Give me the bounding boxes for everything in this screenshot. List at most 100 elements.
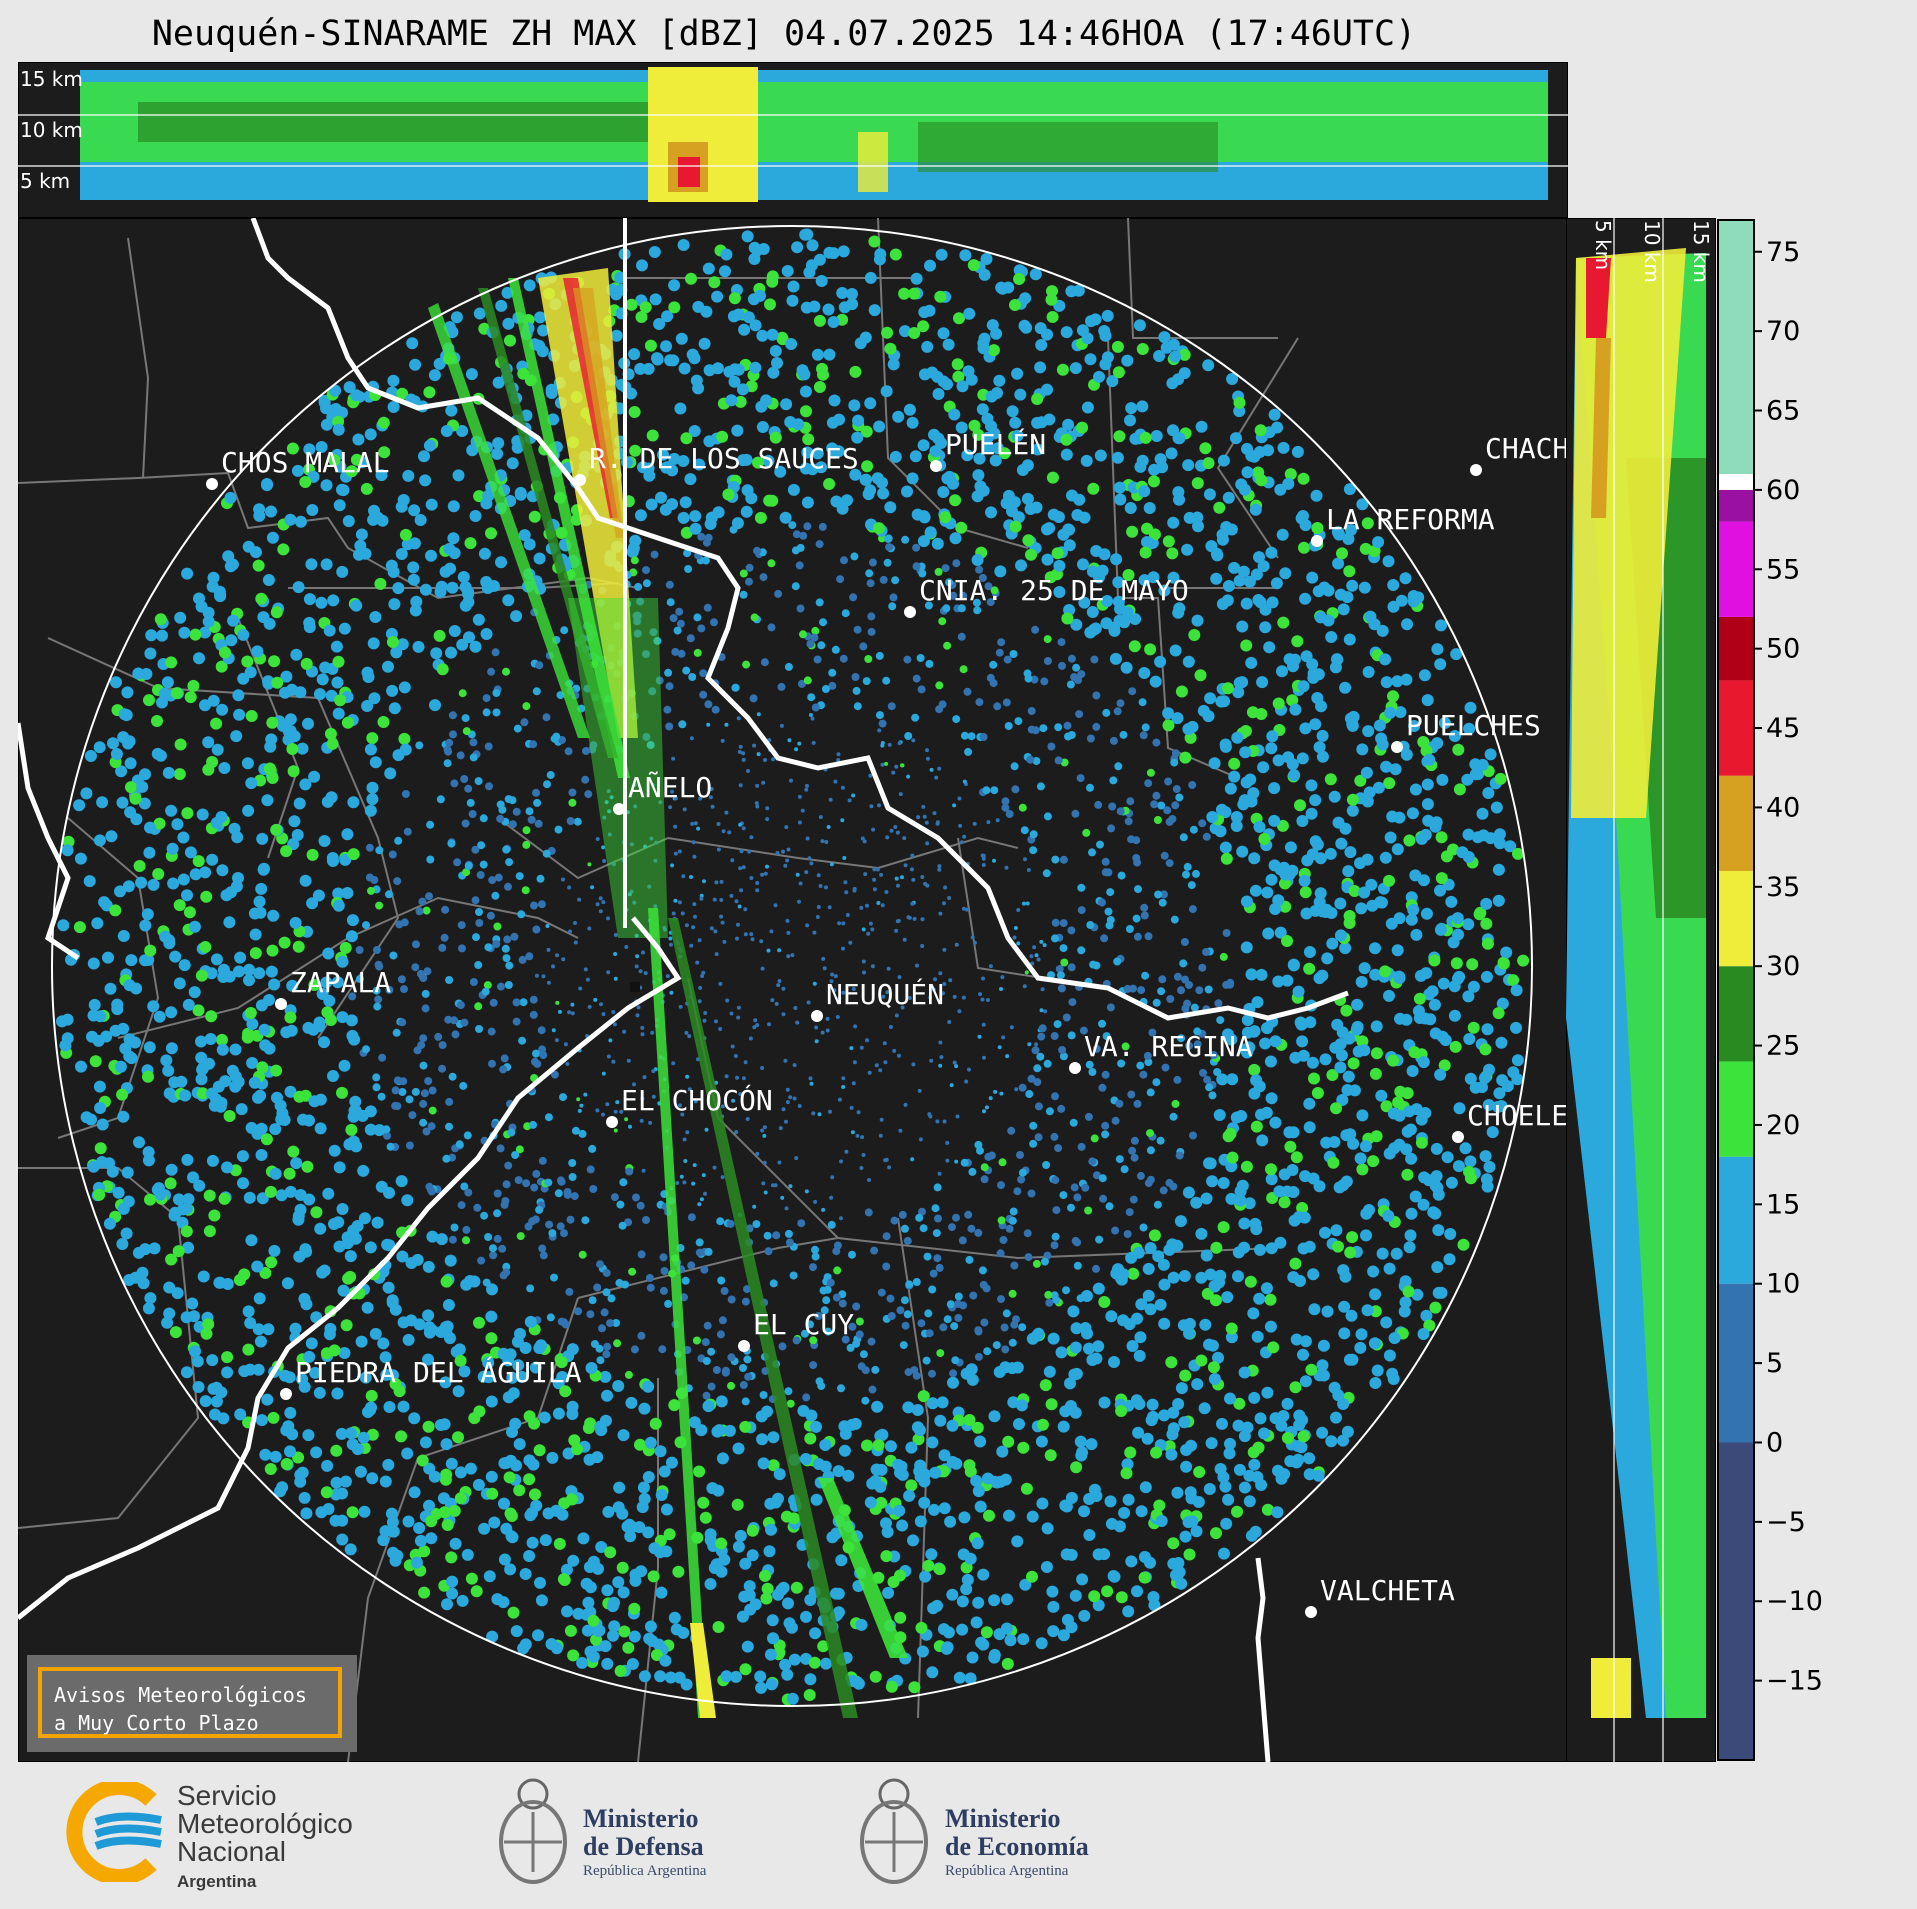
echo-pixel: [1177, 986, 1185, 995]
echo-pixel: [184, 846, 197, 859]
echo-pixel: [439, 1473, 452, 1486]
echo-pixel: [144, 821, 156, 834]
echo-pixel: [153, 1010, 166, 1023]
echo-pixel: [1182, 1186, 1195, 1199]
echo-pixel: [853, 625, 862, 634]
echo-pixel: [463, 1131, 472, 1140]
echo-pixel: [720, 1287, 729, 1295]
echo-pixel: [1046, 285, 1058, 298]
echo-pixel: [1046, 1585, 1059, 1598]
echo-pixel: [767, 1632, 779, 1645]
echo-pixel: [895, 830, 900, 835]
echo-pixel: [393, 1102, 402, 1111]
echo-pixel: [199, 1395, 212, 1408]
echo-pixel: [466, 444, 479, 457]
echo-pixel: [450, 1016, 459, 1025]
echo-pixel: [364, 1241, 377, 1254]
echo-pixel: [1016, 1151, 1024, 1159]
echo-pixel: [817, 1640, 830, 1653]
echo-pixel: [1286, 864, 1299, 877]
echo-pixel: [805, 783, 809, 788]
echo-pixel: [444, 1254, 457, 1267]
echo-pixel: [308, 979, 321, 991]
echo-pixel: [402, 1333, 415, 1346]
echo-pixel: [752, 1204, 757, 1209]
echo-pixel: [1088, 1590, 1101, 1603]
echo-pixel: [924, 1309, 933, 1318]
echo-pixel: [1070, 1367, 1083, 1380]
echo-pixel: [1246, 706, 1259, 719]
echo-pixel: [1051, 547, 1064, 560]
echo-pixel: [505, 858, 514, 867]
echo-pixel: [1370, 1020, 1383, 1033]
echo-pixel: [1181, 543, 1194, 556]
echo-pixel: [1110, 553, 1123, 566]
echo-pixel: [700, 974, 705, 978]
echo-pixel: [1011, 367, 1024, 380]
echo-pixel: [1426, 985, 1439, 998]
echo-pixel: [650, 550, 659, 559]
echo-pixel: [335, 1427, 348, 1440]
echo-pixel: [203, 1189, 216, 1202]
echo-pixel: [195, 969, 208, 982]
echo-pixel: [156, 696, 168, 709]
echo-pixel: [306, 848, 319, 861]
echo-pixel: [215, 660, 228, 673]
echo-pixel: [978, 1266, 987, 1275]
echo-pixel: [1343, 917, 1356, 929]
echo-pixel: [1214, 1463, 1227, 1475]
echo-pixel: [1438, 1059, 1451, 1072]
echo-pixel: [901, 485, 913, 498]
echo-pixel: [361, 700, 374, 712]
echo-pixel: [218, 762, 231, 774]
echo-pixel: [849, 365, 862, 378]
echo-pixel: [862, 839, 867, 844]
echo-pixel: [581, 1216, 590, 1225]
echo-pixel: [855, 1317, 864, 1326]
echo-pixel: [352, 433, 365, 446]
echo-pixel: [1056, 363, 1069, 376]
echo-pixel: [734, 899, 739, 904]
echo-pixel: [1279, 877, 1291, 890]
echo-pixel: [1032, 1259, 1041, 1268]
echo-pixel: [196, 808, 209, 821]
echo-pixel: [364, 1105, 377, 1118]
echo-pixel: [1079, 1026, 1088, 1035]
echo-pixel: [877, 487, 890, 500]
echo-pixel: [835, 1554, 848, 1567]
echo-pixel: [418, 450, 430, 463]
echo-pixel: [504, 1563, 517, 1576]
echo-pixel: [618, 1625, 631, 1638]
echo-pixel: [980, 997, 985, 1002]
echo-pixel: [1029, 954, 1034, 959]
echo-pixel: [479, 814, 488, 823]
echo-pixel: [1272, 754, 1285, 767]
echo-pixel: [660, 1503, 673, 1516]
echo-pixel: [739, 1364, 747, 1372]
echo-pixel: [1319, 1053, 1332, 1066]
echo-pixel: [139, 919, 152, 932]
echo-pixel: [865, 569, 874, 578]
echo-pixel: [1033, 1078, 1042, 1087]
echo-pixel: [938, 911, 943, 916]
echo-pixel: [678, 362, 691, 375]
echo-pixel: [516, 1232, 525, 1241]
echo-pixel: [868, 921, 873, 926]
echo-pixel: [268, 655, 281, 668]
echo-pixel: [1034, 1042, 1039, 1047]
echo-pixel: [885, 543, 894, 552]
echo-pixel: [958, 1236, 967, 1245]
echo-pixel: [135, 876, 148, 889]
echo-pixel: [419, 974, 428, 983]
echo-pixel: [955, 1114, 960, 1119]
echo-pixel: [504, 1454, 517, 1467]
echo-pixel: [612, 1319, 620, 1327]
echo-pixel: [237, 1177, 249, 1190]
echo-pixel: [125, 954, 138, 967]
echo-pixel: [666, 498, 678, 511]
echo-pixel: [180, 1225, 193, 1238]
echo-pixel: [699, 690, 708, 699]
echo-pixel: [601, 1657, 614, 1670]
echo-pixel: [880, 741, 885, 745]
echo-pixel: [244, 1007, 257, 1019]
